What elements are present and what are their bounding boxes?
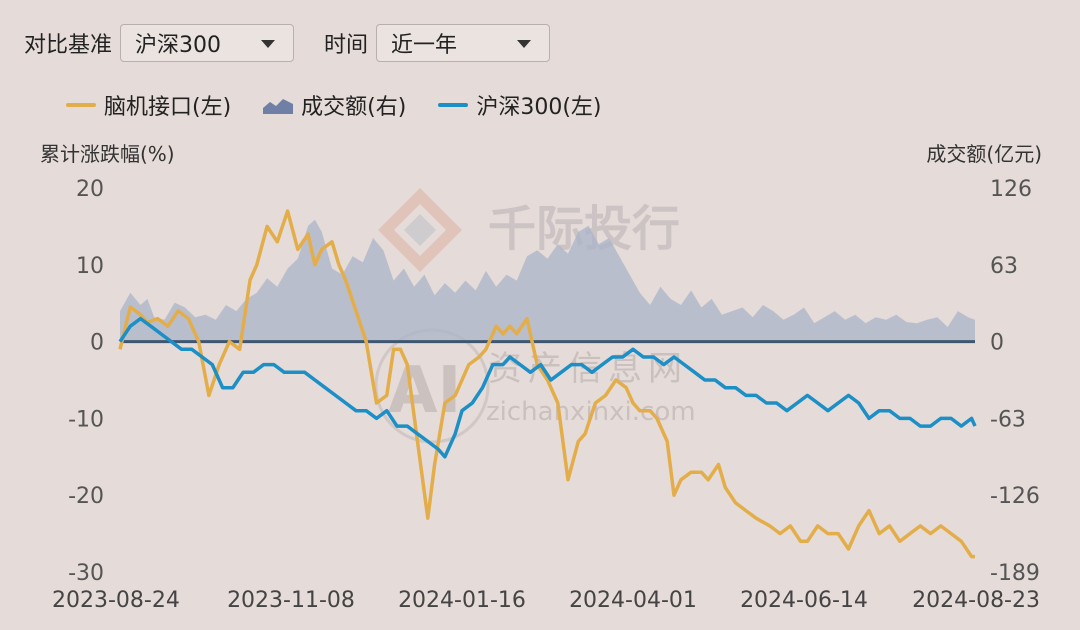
- legend-item-volume[interactable]: 成交额(右): [263, 89, 406, 121]
- legend-label: 脑机接口(左): [104, 95, 232, 120]
- x-tick: 2024-06-14: [740, 588, 868, 613]
- chevron-down-icon: [517, 40, 532, 48]
- y-right-tick: -126: [990, 484, 1040, 509]
- chart-legend: 脑机接口(左) 成交额(右) 沪深300(左): [66, 88, 634, 122]
- legend-label: 成交额(右): [301, 95, 407, 120]
- base-label: 对比基准: [24, 33, 113, 58]
- brain-interface-line: [118, 209, 975, 559]
- y-left-tick: -10: [68, 407, 104, 432]
- chevron-down-icon: [261, 40, 276, 48]
- y-left-tick: -20: [68, 484, 104, 509]
- legend-label: 沪深300(左): [476, 95, 602, 120]
- x-tick: 2024-08-23: [912, 588, 1040, 613]
- legend-item-hs300[interactable]: 沪深300(左): [438, 89, 602, 121]
- hs300-line: [118, 316, 977, 459]
- legend-line-swatch: [66, 103, 96, 107]
- base-select[interactable]: 沪深300: [120, 24, 295, 62]
- y-left-tick: 10: [76, 254, 104, 279]
- legend-item-brain[interactable]: 脑机接口(左): [66, 89, 231, 121]
- y-right-tick: -189: [990, 561, 1040, 586]
- x-tick: 2023-11-08: [227, 588, 355, 613]
- y-left-tick: -30: [68, 561, 104, 586]
- y-left-tick: 20: [76, 177, 104, 202]
- watermark-ai: AI: [388, 354, 461, 428]
- legend-line-swatch: [438, 103, 469, 107]
- volume-area: [120, 219, 975, 342]
- y-right-tick: 63: [990, 254, 1018, 279]
- y-right-tick: 126: [990, 177, 1032, 202]
- y-right-tick: 0: [990, 331, 1004, 356]
- x-tick: 2024-04-01: [569, 588, 697, 613]
- left-axis-title: 累计涨跌幅(%): [40, 142, 175, 166]
- right-axis-title: 成交额(亿元): [926, 142, 1042, 166]
- y-left-tick: 0: [90, 331, 104, 356]
- x-tick: 2024-01-16: [398, 588, 526, 613]
- x-tick: 2023-08-24: [52, 588, 180, 613]
- y-right-tick: -63: [990, 407, 1026, 432]
- filter-bar: 对比基准 沪深300 时间 近一年: [24, 22, 551, 64]
- area-chart-icon: [263, 99, 294, 114]
- watermark-logo-icon: [378, 188, 462, 272]
- time-select-value: 近一年: [391, 33, 458, 58]
- base-select-value: 沪深300: [135, 33, 222, 58]
- time-label: 时间: [324, 33, 369, 58]
- time-select[interactable]: 近一年: [376, 24, 551, 62]
